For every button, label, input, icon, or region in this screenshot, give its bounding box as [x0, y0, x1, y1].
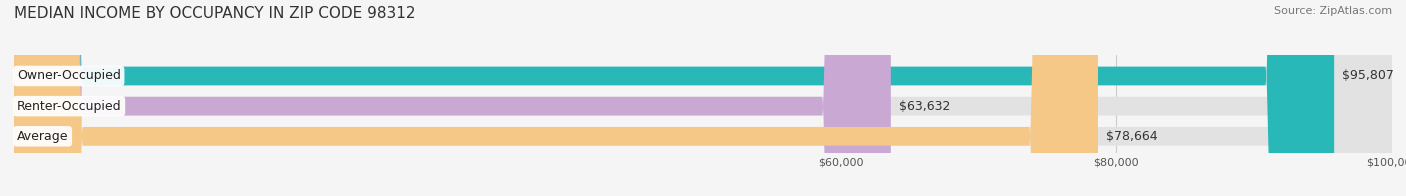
Text: $63,632: $63,632	[898, 100, 950, 113]
Text: $95,807: $95,807	[1343, 70, 1395, 83]
Text: $78,664: $78,664	[1107, 130, 1159, 143]
Text: Source: ZipAtlas.com: Source: ZipAtlas.com	[1274, 6, 1392, 16]
Text: Owner-Occupied: Owner-Occupied	[17, 70, 121, 83]
FancyBboxPatch shape	[14, 0, 1334, 196]
Text: MEDIAN INCOME BY OCCUPANCY IN ZIP CODE 98312: MEDIAN INCOME BY OCCUPANCY IN ZIP CODE 9…	[14, 6, 416, 21]
FancyBboxPatch shape	[14, 0, 1392, 196]
Text: Renter-Occupied: Renter-Occupied	[17, 100, 121, 113]
FancyBboxPatch shape	[14, 0, 1392, 196]
Text: Average: Average	[17, 130, 69, 143]
FancyBboxPatch shape	[14, 0, 1098, 196]
FancyBboxPatch shape	[14, 0, 891, 196]
FancyBboxPatch shape	[14, 0, 1392, 196]
